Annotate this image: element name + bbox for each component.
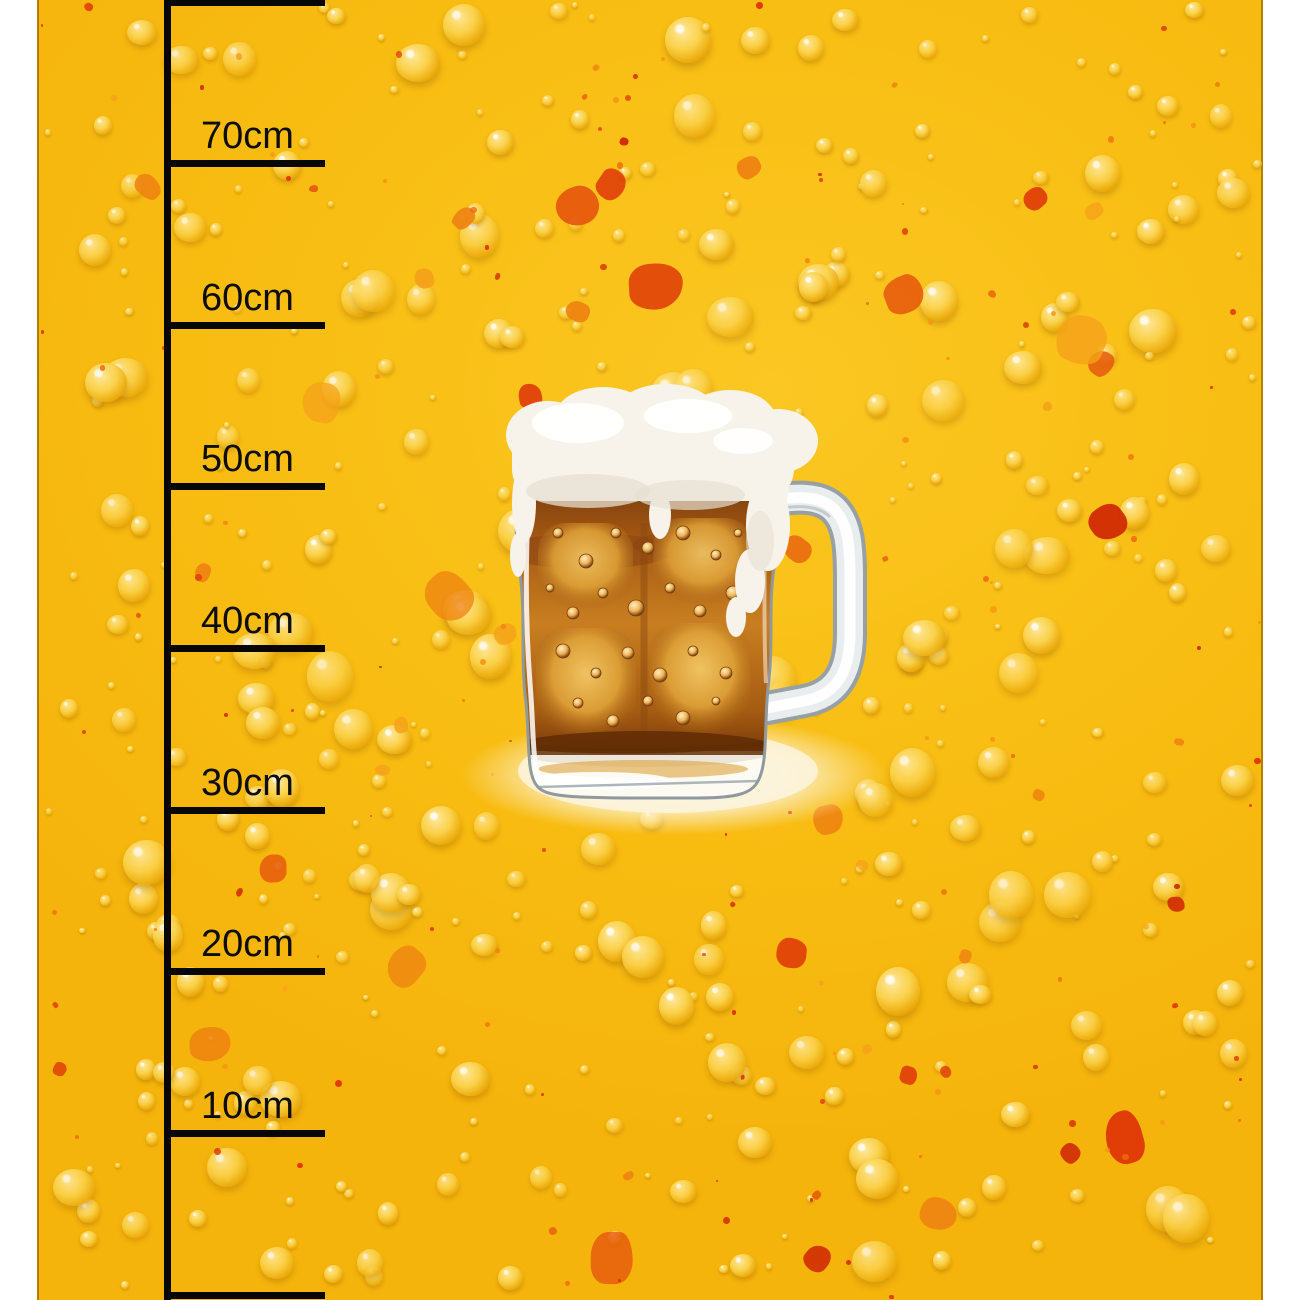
ruler-tick — [164, 0, 325, 6]
ruler-label: 10cm — [201, 1084, 294, 1127]
ruler-label: 30cm — [201, 761, 294, 804]
ruler-tick — [164, 483, 325, 491]
ruler-label: 50cm — [201, 438, 294, 481]
ruler-tick — [164, 645, 325, 652]
ruler-label: 40cm — [201, 600, 294, 642]
ruler-tick — [164, 1129, 325, 1137]
ruler-tick — [164, 968, 325, 976]
mug-handle — [757, 480, 867, 726]
ruler-tick — [164, 806, 325, 814]
ruler-label: 20cm — [201, 923, 294, 966]
foam — [506, 384, 818, 637]
ruler-label: 70cm — [201, 115, 294, 158]
ruler-tick — [164, 160, 325, 168]
ruler-tick — [164, 321, 325, 329]
ruler-label: 60cm — [201, 276, 294, 319]
ruler-tick — [164, 1291, 325, 1299]
beer-mug-illustration — [461, 384, 887, 835]
